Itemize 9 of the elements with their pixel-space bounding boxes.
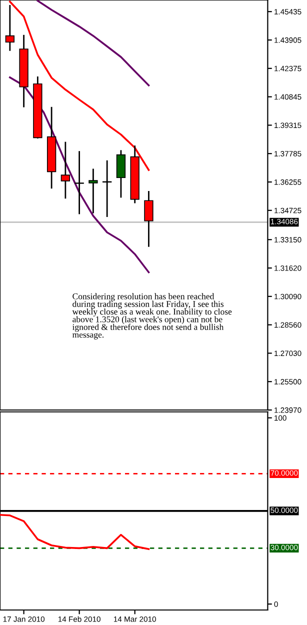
line-series (36, 0, 150, 86)
candlestick (144, 190, 154, 248)
candlestick (116, 149, 126, 198)
line-series (0, 514, 150, 550)
candlestick (88, 168, 98, 214)
annotation: Considering resolution has been reached during trading session last Friday, I see this weekly close as a weak one. Inability to close above 1.3520 (last week's open) can not be ignored & therefore does not send a bullish message. (72, 293, 232, 340)
candlestick (74, 150, 84, 215)
line-series (9, 76, 150, 274)
candlestick (60, 141, 70, 200)
